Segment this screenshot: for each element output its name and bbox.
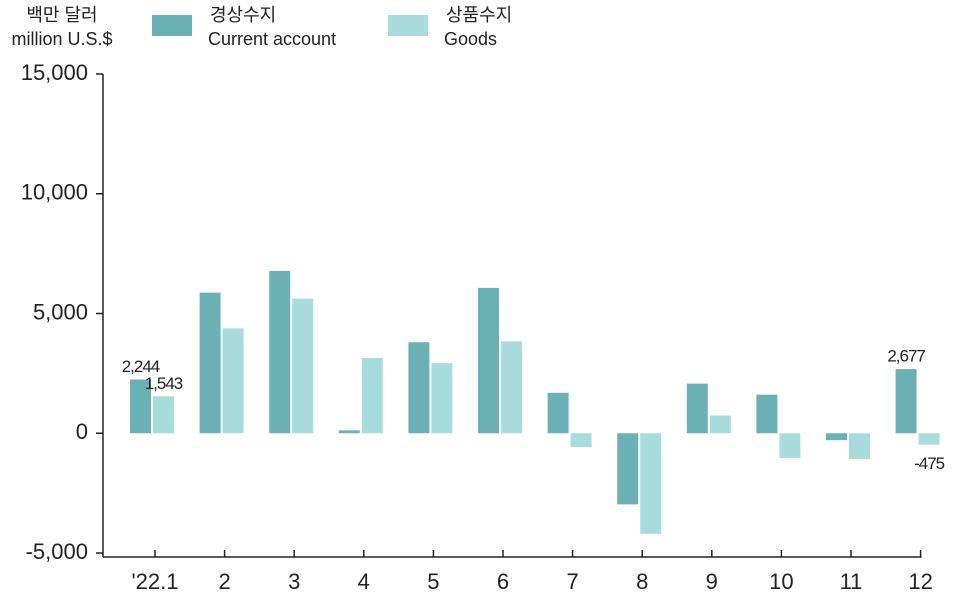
y-tick-label: 5,000 xyxy=(33,299,88,324)
x-tick-label: 11 xyxy=(840,569,863,594)
bar xyxy=(431,363,453,434)
y-tick-label: -5,000 xyxy=(26,539,88,564)
x-tick-label: 5 xyxy=(427,569,439,594)
bar xyxy=(547,392,569,434)
y-tick-label: 15,000 xyxy=(21,60,88,85)
bar xyxy=(918,433,940,445)
bar xyxy=(709,415,731,434)
bar xyxy=(756,394,778,434)
y-unit-en: million U.S.$ xyxy=(11,29,112,49)
y-tick-label: 0 xyxy=(76,419,88,444)
bar xyxy=(292,298,314,434)
x-tick-label: 7 xyxy=(566,569,578,594)
value-label: 2,677 xyxy=(887,347,925,366)
bar xyxy=(408,342,430,434)
bar xyxy=(153,396,174,434)
bar xyxy=(199,292,221,434)
x-tick-label: 9 xyxy=(706,569,718,594)
value-label: -475 xyxy=(914,454,945,473)
legend-label: 상품수지 xyxy=(446,5,512,25)
bar xyxy=(361,358,383,434)
legend-label-en: Current account xyxy=(208,29,336,49)
value-label: 2,244 xyxy=(122,357,160,376)
x-tick-label: 6 xyxy=(497,569,509,594)
bar xyxy=(478,287,499,434)
bar xyxy=(269,270,291,434)
legend-swatch xyxy=(388,15,428,36)
legend-label: 경상수지 xyxy=(210,5,276,25)
bar xyxy=(617,433,639,505)
bar xyxy=(130,379,151,434)
bar xyxy=(338,430,360,434)
x-tick-label: '22.1 xyxy=(131,569,178,594)
legend-swatch xyxy=(152,15,192,36)
bar xyxy=(570,433,592,448)
bar xyxy=(779,433,801,458)
bar xyxy=(222,328,244,434)
bar xyxy=(895,369,917,434)
legend-label-en: Goods xyxy=(444,29,497,49)
value-label: 1,543 xyxy=(145,374,183,393)
bar xyxy=(640,433,662,534)
y-unit: 백만 달러 xyxy=(26,5,97,25)
x-tick-label: 12 xyxy=(908,569,932,594)
x-tick-label: 10 xyxy=(769,569,793,594)
x-tick-label: 3 xyxy=(288,569,300,594)
bar xyxy=(826,433,847,441)
x-tick-label: 4 xyxy=(358,569,370,594)
y-tick-label: 10,000 xyxy=(21,180,88,205)
bar xyxy=(686,383,708,434)
x-tick-label: 2 xyxy=(218,569,230,594)
bar xyxy=(501,341,522,434)
x-tick-label: 8 xyxy=(636,569,648,594)
bar xyxy=(849,433,870,459)
